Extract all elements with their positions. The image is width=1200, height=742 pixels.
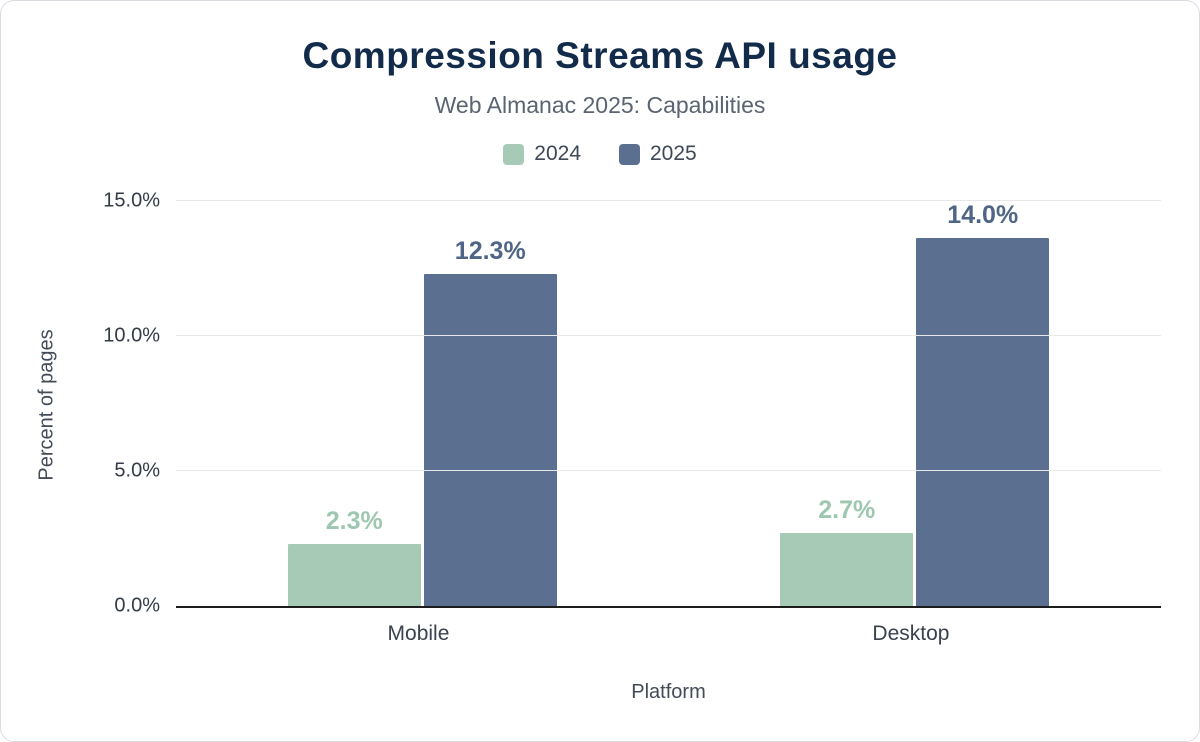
chart-title: Compression Streams API usage — [302, 35, 898, 76]
y-axis-tick-label: 0.0% — [114, 594, 160, 617]
x-tick-row: Mobile Desktop — [176, 622, 1161, 646]
bar-group-mobile: 2.3% 12.3% — [287, 201, 557, 606]
legend-swatch — [619, 143, 640, 165]
gridline — [176, 470, 1161, 472]
y-axis-tick-label: 5.0% — [114, 459, 160, 482]
bar-groups: 2.3% 12.3% 2.7% 14.0% — [176, 201, 1161, 606]
bar-rect[interactable] — [916, 238, 1050, 606]
gridline — [176, 200, 1161, 201]
bar-value-label: 2.7% — [818, 496, 876, 525]
legend-label: 2025 — [650, 142, 697, 165]
gridline — [176, 335, 1161, 337]
x-tick-label-desktop: Desktop — [872, 622, 950, 645]
bar-desktop-2025[interactable]: 14.0% — [916, 201, 1050, 606]
legend: 2024 2025 — [1, 142, 1199, 166]
chart-subtitle: Web Almanac 2025: Capabilities — [434, 92, 766, 118]
bar-group-desktop: 2.7% 14.0% — [780, 201, 1050, 606]
x-axis-title: Platform — [631, 681, 706, 703]
legend-item-2025[interactable]: 2025 — [619, 142, 697, 166]
bar-rect[interactable] — [287, 543, 421, 606]
plot-area: 2.3% 12.3% 2.7% 14.0% 0.0% 5.0% 10.0% 15.0% — [103, 190, 1161, 617]
bar-value-label: 12.3% — [454, 236, 526, 265]
bar-value-label: 2.3% — [325, 506, 383, 535]
bar-value-label: 14.0% — [947, 201, 1019, 229]
y-axis-tick-label: 15.0% — [103, 189, 160, 212]
legend-swatch — [503, 143, 525, 165]
legend-label: 2024 — [534, 142, 581, 165]
y-axis-tick-label: 10.0% — [103, 324, 160, 347]
bar-rect[interactable] — [780, 533, 914, 606]
y-axis-title: Percent of pages — [35, 329, 58, 481]
bar-mobile-2024[interactable]: 2.3% — [287, 201, 421, 606]
bar-rect[interactable] — [423, 273, 557, 606]
bar-desktop-2024[interactable]: 2.7% — [780, 201, 914, 606]
legend-item-2024[interactable]: 2024 — [503, 142, 581, 166]
bar-mobile-2025[interactable]: 12.3% — [423, 201, 557, 606]
x-tick-label-mobile: Mobile — [387, 622, 450, 645]
